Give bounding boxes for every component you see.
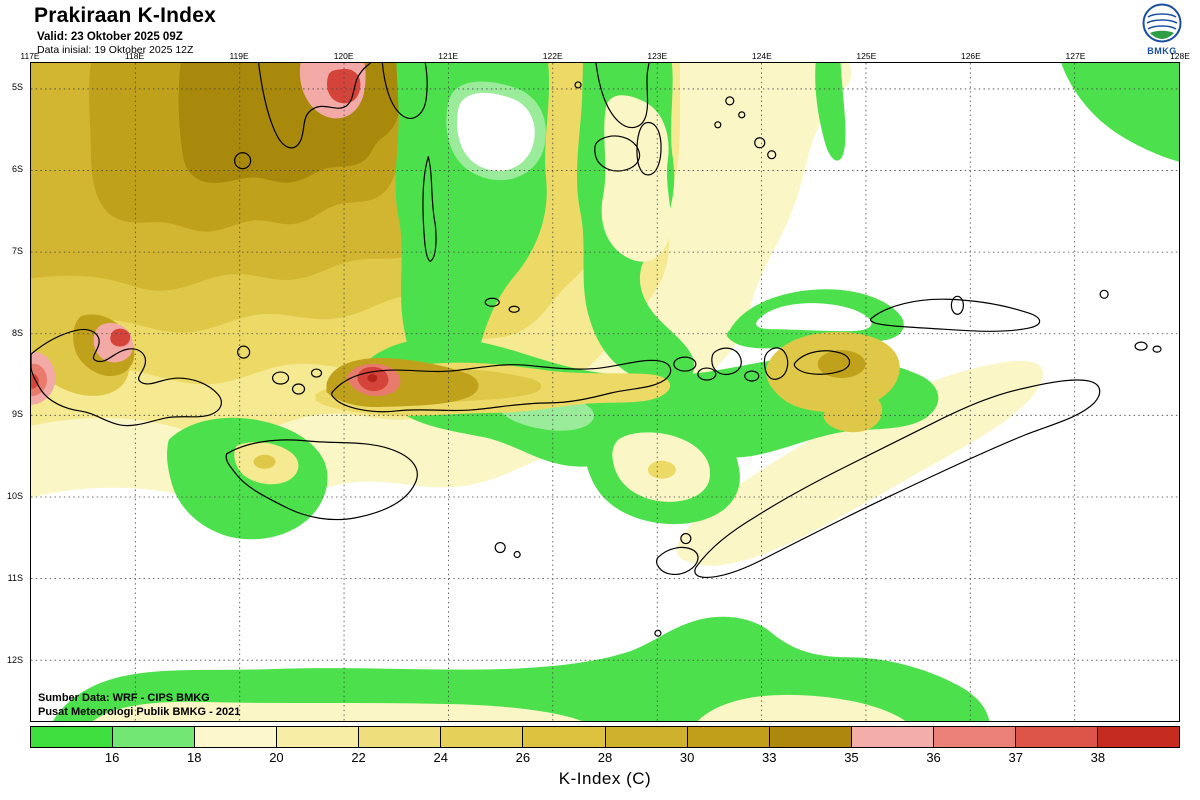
colorbar-tick-label: 36 <box>926 750 941 765</box>
lat-label: 8S <box>11 327 23 338</box>
lat-label: 11S <box>7 573 23 584</box>
colorbar-tick-label: 16 <box>104 750 120 765</box>
coastlines <box>31 63 1162 637</box>
gridlines <box>31 63 1179 721</box>
colorbar-segment <box>359 727 442 747</box>
colorbar-segment <box>113 727 196 747</box>
bmkg-logo: BMKG <box>1138 3 1186 56</box>
colorbar-segment <box>441 727 524 747</box>
credits: Sumber Data: WRF - CIPS BMKG Pusat Meteo… <box>38 691 240 719</box>
lon-label: 119E <box>229 51 249 61</box>
lon-label: 127E <box>1065 51 1086 61</box>
lat-label: 12S <box>6 654 23 665</box>
colorbar-segment <box>277 727 360 747</box>
colorbar-segment <box>31 727 114 747</box>
kindex-map <box>31 63 1179 721</box>
colorbar-segment <box>605 727 688 747</box>
lon-label: 120E <box>333 51 354 61</box>
lon-label: 128E <box>1170 51 1190 61</box>
colorbar-segment <box>851 727 934 747</box>
colorbar-segment <box>933 727 1016 747</box>
lon-label: 122E <box>542 51 563 61</box>
lon-label: 126E <box>960 51 981 61</box>
colorbar-segment <box>769 727 852 747</box>
colorbar <box>30 726 1180 748</box>
lat-label: 7S <box>11 245 23 256</box>
colorbar-tick-label: 37 <box>1008 750 1023 765</box>
lat-label: 9S <box>11 409 23 420</box>
lon-label: 121E <box>438 51 459 61</box>
credit-source: Sumber Data: WRF - CIPS BMKG <box>38 692 210 704</box>
lon-label: 117E <box>20 51 40 61</box>
colorbar-segment <box>687 727 770 747</box>
colorbar-tick-label: 33 <box>762 750 777 765</box>
colorbar-segment <box>1098 727 1180 747</box>
valid-time-label: Valid: 23 Oktober 2025 09Z <box>37 31 183 43</box>
lon-label: 123E <box>647 51 668 61</box>
colorbar-tick-label: 35 <box>844 750 859 765</box>
colorbar-segment <box>523 727 606 747</box>
colorbar-tick-label: 38 <box>1090 750 1106 765</box>
lat-axis: 5S 6S 7S 8S 9S 10S 11S 12S <box>0 62 27 722</box>
lat-label: 6S <box>11 163 23 174</box>
bmkg-logo-label: BMKG <box>1147 46 1177 56</box>
map-canvas <box>30 62 1180 722</box>
contour-fills <box>31 63 1179 721</box>
colorbar-title: K-Index (C) <box>558 769 652 788</box>
colorbar-tick-label: 28 <box>597 750 613 765</box>
page-title: Prakiraan K-Index <box>34 4 216 27</box>
colorbar-tick-label: 22 <box>351 750 366 765</box>
colorbar-tick-label: 30 <box>679 750 695 765</box>
lat-label: 5S <box>11 82 23 92</box>
initial-data-label: Data inisial: 19 Oktober 2025 12Z <box>37 44 194 56</box>
lon-label: 124E <box>751 51 772 61</box>
colorbar-segment <box>1015 727 1099 747</box>
bmkg-logo-icon <box>1142 3 1182 43</box>
lon-label: 125E <box>856 51 877 61</box>
lon-axis: 117E 118E 119E 120E 121E 122E 123E 124E 125E 126E… <box>20 48 1190 61</box>
colorbar-labels: 16 18 20 22 24 26 28 30 33 35 36 37 38 <box>30 750 1180 766</box>
lon-label: 118E <box>124 51 145 61</box>
lat-label: 10S <box>6 491 23 502</box>
colorbar-tick-label: 18 <box>187 750 202 765</box>
credit-org: Pusat Meteorologi Publik BMKG - 2021 <box>38 706 241 718</box>
colorbar-tick-label: 20 <box>269 750 284 765</box>
colorbar-tick-label: 24 <box>433 750 448 765</box>
colorbar-tick-label: 26 <box>515 750 531 765</box>
colorbar-segment <box>195 727 278 747</box>
